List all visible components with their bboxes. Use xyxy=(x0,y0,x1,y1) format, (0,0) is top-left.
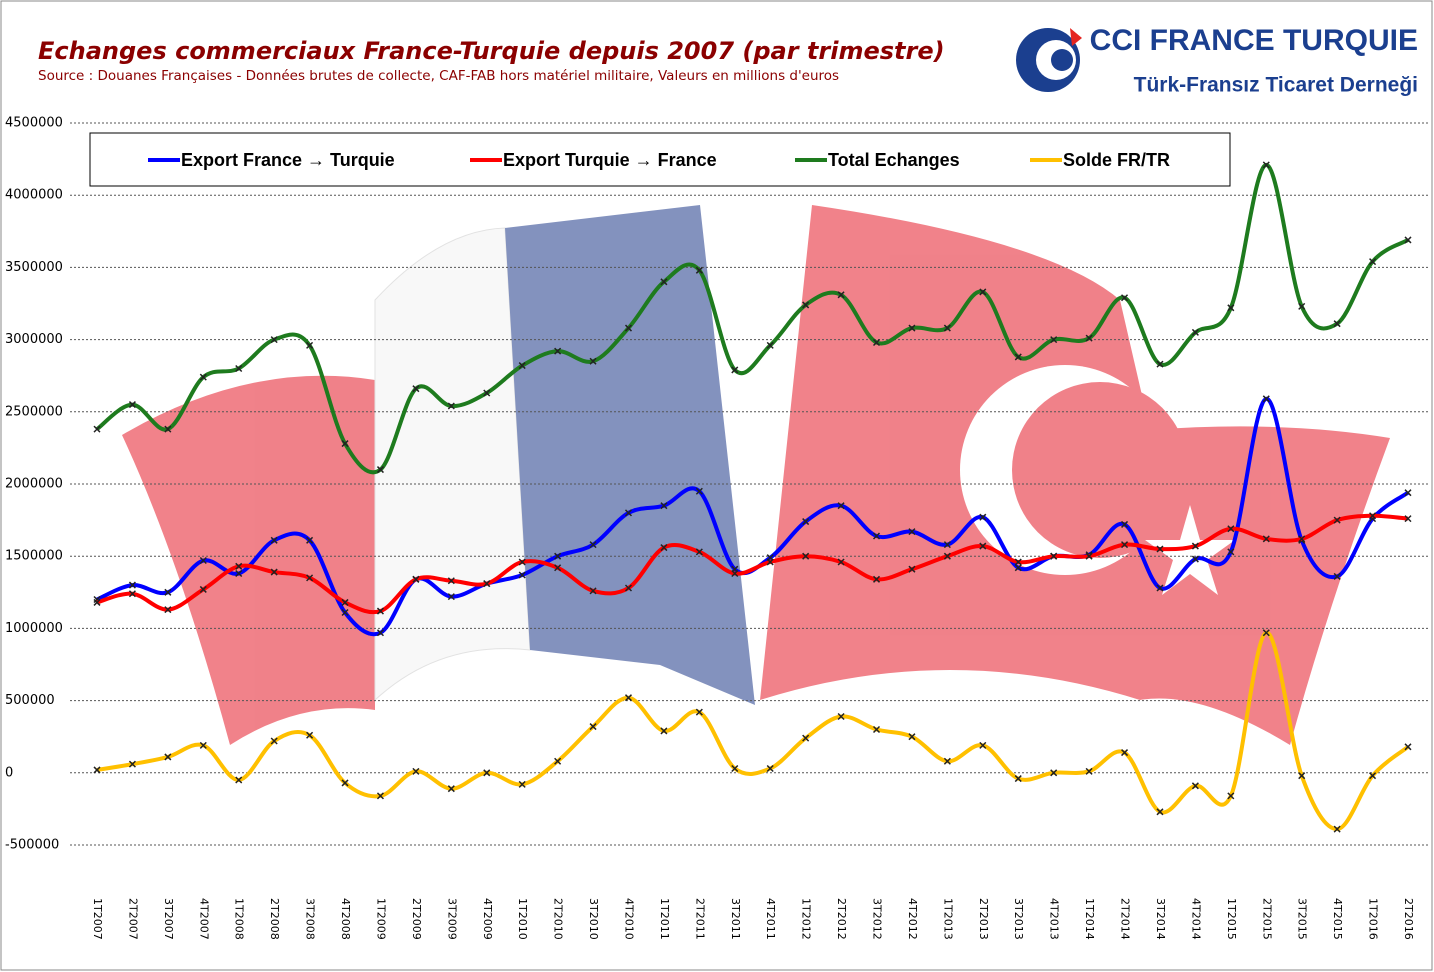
x-tick-label: 1T2009 xyxy=(374,898,387,940)
legend-label: Solde FR/TR xyxy=(1063,150,1170,170)
x-tick-label: 2T2015 xyxy=(1260,898,1273,940)
x-tick-label: 3T2009 xyxy=(445,898,458,940)
x-tick-label: 2T2010 xyxy=(552,898,565,940)
y-tick-label: 0 xyxy=(5,765,13,780)
x-tick-label: 4T2008 xyxy=(339,898,352,940)
x-tick-label: 1T2016 xyxy=(1367,898,1380,940)
y-tick-label: 3500000 xyxy=(5,260,63,275)
y-tick-label: 3000000 xyxy=(5,332,63,347)
x-tick-label: 2T2011 xyxy=(693,898,706,940)
x-tick-label: 2T2014 xyxy=(1119,898,1132,940)
legend-label: Export France → Turquie xyxy=(181,150,395,170)
x-tick-label: 1T2007 xyxy=(91,898,104,940)
chart: Echanges commerciaux France-Turquie depu… xyxy=(0,0,1434,972)
x-tick-label: 3T2011 xyxy=(729,898,742,940)
x-tick-label: 1T2015 xyxy=(1225,898,1238,940)
x-tick-label: 1T2012 xyxy=(800,898,813,940)
x-tick-label: 2T2013 xyxy=(977,898,990,940)
x-tick-label: 1T2013 xyxy=(941,898,954,940)
x-tick-label: 1T2011 xyxy=(658,898,671,940)
chart-title: Echanges commerciaux France-Turquie depu… xyxy=(38,37,945,65)
x-tick-label: 3T2008 xyxy=(304,898,317,940)
x-tick-label: 3T2014 xyxy=(1154,898,1167,940)
legend-label: Export Turquie → France xyxy=(503,150,717,170)
logo-title: CCI FRANCE TURQUIE xyxy=(1090,24,1418,57)
x-tick-label: 4T2009 xyxy=(481,898,494,940)
x-tick-label: 3T2007 xyxy=(162,898,175,940)
y-tick-label: 4000000 xyxy=(5,188,63,203)
y-tick-label: 1500000 xyxy=(5,549,63,564)
legend-label: Total Echanges xyxy=(828,150,960,170)
x-tick-label: 4T2010 xyxy=(622,898,635,940)
x-tick-label: 4T2015 xyxy=(1331,898,1344,940)
x-tick-label: 2T2008 xyxy=(268,898,281,940)
y-tick-label: 4500000 xyxy=(5,116,63,131)
y-tick-label: 2500000 xyxy=(5,404,63,419)
x-tick-label: 4T2013 xyxy=(1048,898,1061,940)
y-tick-label: -500000 xyxy=(5,838,59,853)
x-tick-label: 1T2008 xyxy=(233,898,246,940)
x-tick-label: 4T2012 xyxy=(906,898,919,940)
x-tick-label: 4T2007 xyxy=(197,898,210,940)
y-tick-label: 1000000 xyxy=(5,621,63,636)
x-tick-label: 2T2012 xyxy=(835,898,848,940)
chart-subtitle: Source : Douanes Françaises - Données br… xyxy=(38,68,839,84)
x-tick-label: 1T2014 xyxy=(1083,898,1096,940)
x-tick-label: 3T2013 xyxy=(1012,898,1025,940)
x-tick-label: 3T2010 xyxy=(587,898,600,940)
y-tick-label: 500000 xyxy=(5,693,55,708)
x-tick-label: 3T2012 xyxy=(871,898,884,940)
x-tick-label: 4T2011 xyxy=(764,898,777,940)
logo-subtitle: Türk-Fransız Ticaret Derneği xyxy=(1134,74,1418,97)
x-tick-label: 2T2009 xyxy=(410,898,423,940)
x-tick-label: 3T2015 xyxy=(1296,898,1309,940)
x-tick-label: 2T2007 xyxy=(126,898,139,940)
x-tick-label: 2T2016 xyxy=(1402,898,1415,940)
x-tick-label: 4T2014 xyxy=(1189,898,1202,940)
x-tick-label: 1T2010 xyxy=(516,898,529,940)
y-tick-label: 2000000 xyxy=(5,477,63,492)
